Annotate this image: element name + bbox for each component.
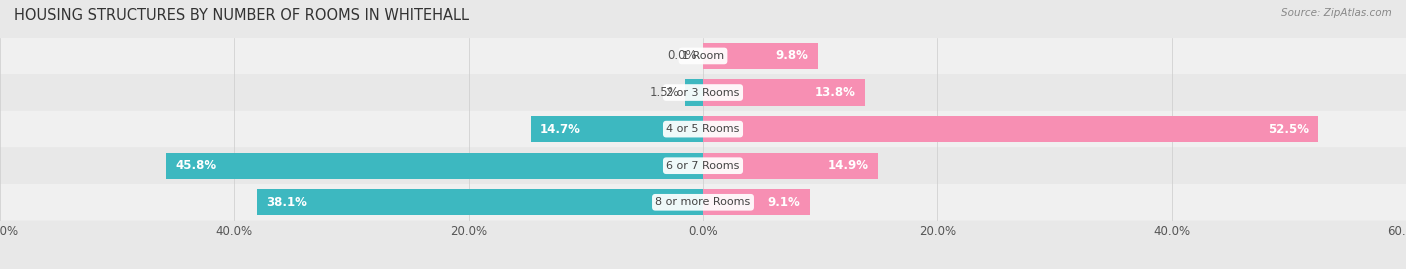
FancyBboxPatch shape <box>0 74 1406 111</box>
Text: 13.8%: 13.8% <box>814 86 855 99</box>
Text: 38.1%: 38.1% <box>266 196 307 209</box>
Bar <box>686 79 703 106</box>
FancyBboxPatch shape <box>0 147 1406 184</box>
FancyBboxPatch shape <box>0 184 1406 221</box>
Bar <box>703 116 1319 142</box>
Bar <box>703 79 865 106</box>
Text: 4 or 5 Rooms: 4 or 5 Rooms <box>666 124 740 134</box>
Text: 14.9%: 14.9% <box>827 159 868 172</box>
Text: 6 or 7 Rooms: 6 or 7 Rooms <box>666 161 740 171</box>
FancyBboxPatch shape <box>0 38 1406 74</box>
Text: 52.5%: 52.5% <box>1268 123 1309 136</box>
Text: 9.8%: 9.8% <box>776 49 808 62</box>
Text: Source: ZipAtlas.com: Source: ZipAtlas.com <box>1281 8 1392 18</box>
Text: 0.0%: 0.0% <box>668 49 697 62</box>
Text: 2 or 3 Rooms: 2 or 3 Rooms <box>666 87 740 98</box>
Text: 9.1%: 9.1% <box>768 196 800 209</box>
Bar <box>166 153 703 179</box>
Text: 14.7%: 14.7% <box>540 123 581 136</box>
FancyBboxPatch shape <box>0 111 1406 147</box>
Text: 8 or more Rooms: 8 or more Rooms <box>655 197 751 207</box>
Bar <box>703 43 818 69</box>
Bar <box>531 116 703 142</box>
Text: 45.8%: 45.8% <box>176 159 217 172</box>
Bar <box>703 189 810 215</box>
Bar <box>256 189 703 215</box>
Text: 1 Room: 1 Room <box>682 51 724 61</box>
Bar <box>703 153 877 179</box>
Text: HOUSING STRUCTURES BY NUMBER OF ROOMS IN WHITEHALL: HOUSING STRUCTURES BY NUMBER OF ROOMS IN… <box>14 8 470 23</box>
Text: 1.5%: 1.5% <box>650 86 679 99</box>
